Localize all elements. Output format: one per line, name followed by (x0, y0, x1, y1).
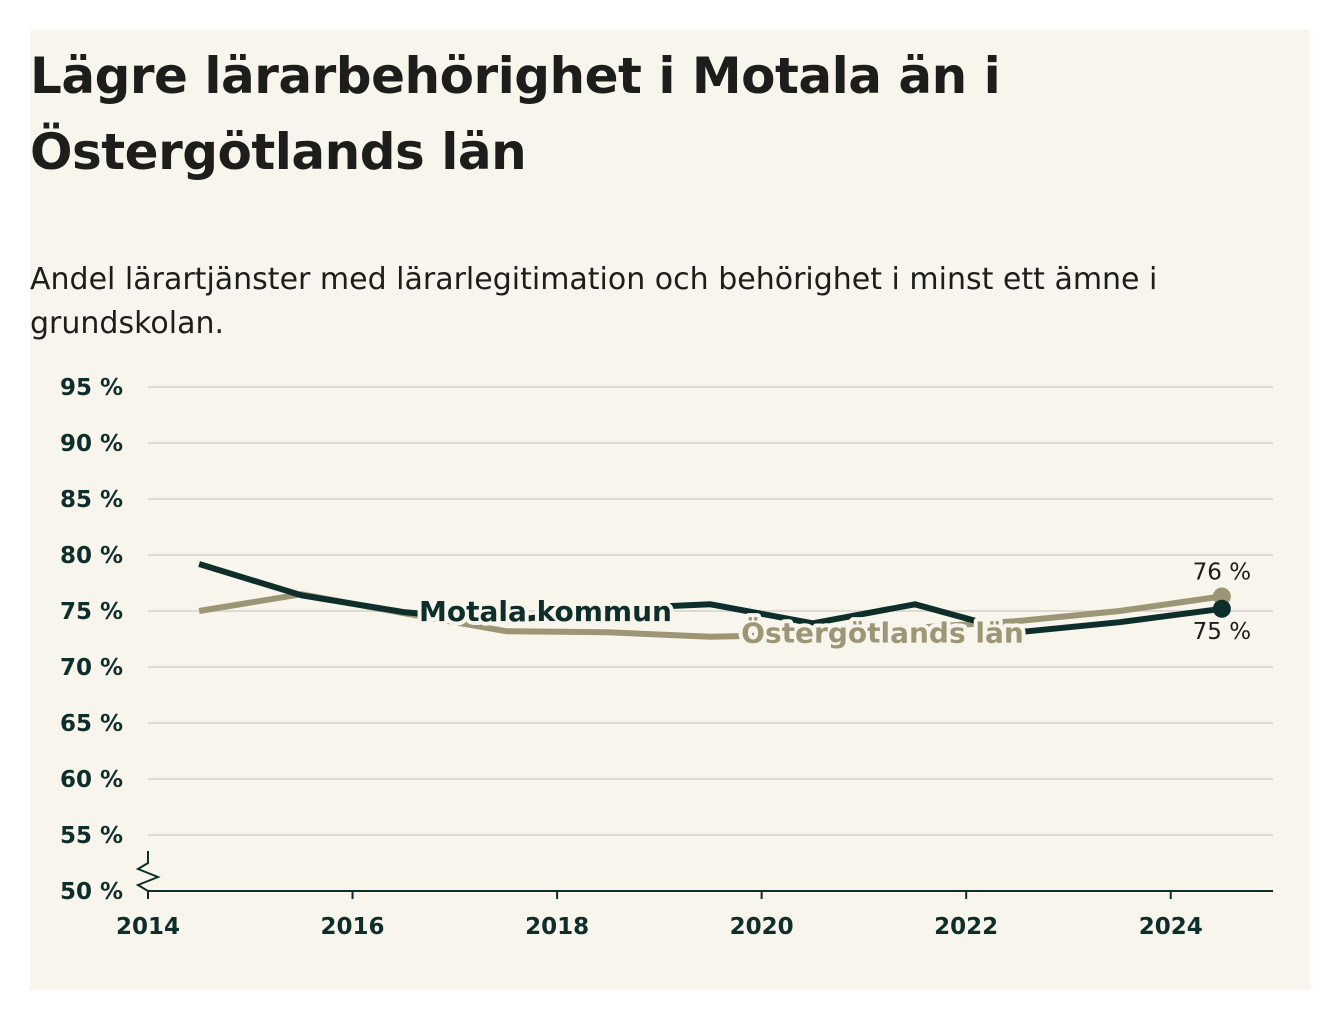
axis-break-icon (135, 851, 161, 892)
grid-lines (148, 386, 1273, 836)
chart-subtitle: Andel lärartjänster med lärarlegitimatio… (30, 262, 1158, 341)
y-axis-ticks: 50 % 55 % 60 % 65 % 70 % 75 % 80 % 85 % 90 % 95 % (60, 375, 123, 905)
end-point-lan (1212, 587, 1231, 606)
series-lines (198, 561, 1231, 640)
y-tick-label: 80 % (60, 543, 123, 569)
x-tick-label: 2018 (525, 914, 589, 940)
x-tick-label: 2024 (1139, 914, 1203, 940)
end-point-motala (1212, 599, 1231, 618)
x-axis: 2014 2016 2018 2020 2022 2024 (116, 851, 1273, 940)
y-tick-label: 70 % (60, 655, 123, 681)
x-tick-label: 2016 (321, 914, 385, 940)
y-tick-label: 95 % (60, 375, 123, 401)
y-tick-label: 50 % (60, 879, 123, 905)
x-tick-label: 2014 (116, 914, 180, 940)
end-value-motala: 75 % (1193, 619, 1251, 645)
y-tick-label: 65 % (60, 711, 123, 737)
chart-title: Lägre lärarbehörighet i Motala än i Öste… (30, 47, 1001, 181)
y-tick-label: 55 % (60, 823, 123, 849)
x-tick-label: 2022 (934, 914, 998, 940)
y-tick-label: 90 % (60, 431, 123, 457)
y-tick-label: 75 % (60, 599, 123, 625)
y-tick-label: 85 % (60, 487, 123, 513)
end-value-lan: 76 % (1193, 559, 1251, 585)
series-line-motala (198, 561, 1223, 636)
chart-card: Lägre lärarbehörighet i Motala än i Öste… (30, 30, 1310, 990)
series-labels: Motala kommun Östergötlands län 76 % 75 % (415, 559, 1251, 653)
series-label-motala: Motala kommun (419, 595, 672, 628)
y-tick-label: 60 % (60, 767, 123, 793)
series-label-lan: Östergötlands län (741, 616, 1024, 650)
series-line-lan (198, 591, 1223, 640)
x-tick-label: 2020 (730, 914, 794, 940)
